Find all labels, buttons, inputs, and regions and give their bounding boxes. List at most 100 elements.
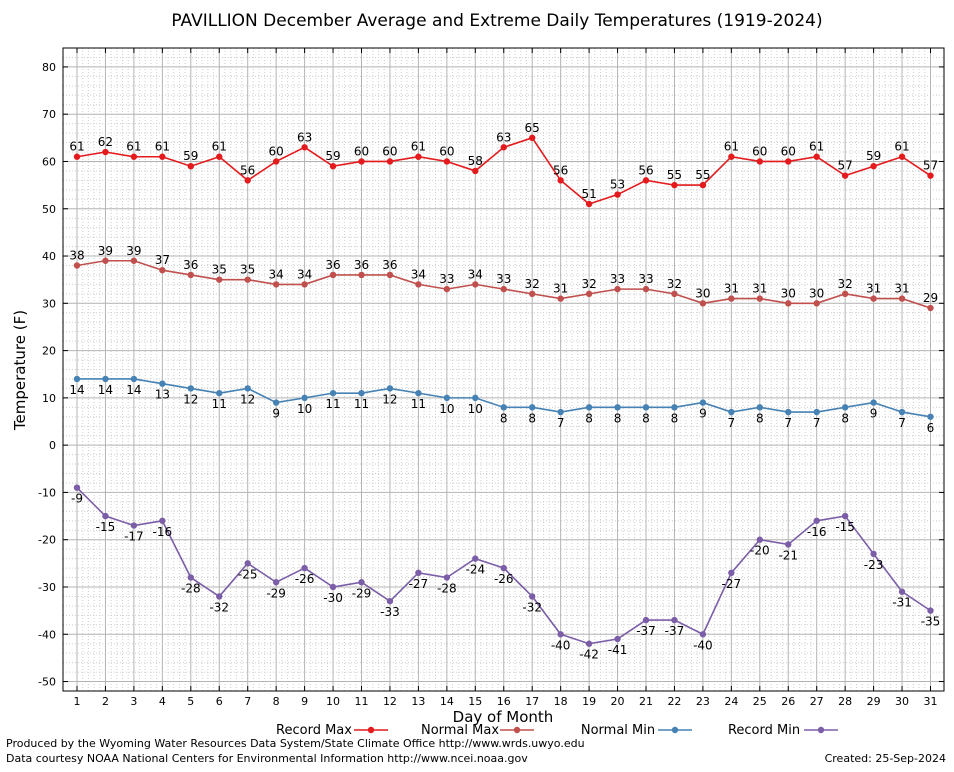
x-tick-label: 18 (554, 695, 568, 708)
normal-max-data-label: 39 (98, 244, 113, 258)
normal-min-point (159, 380, 166, 387)
x-tick-label: 20 (611, 695, 625, 708)
y-tick-label: -30 (38, 581, 56, 594)
normal-max-point (272, 281, 280, 288)
x-tick-label: 5 (187, 695, 194, 708)
record-max-point (500, 144, 507, 151)
record-max-data-label: 59 (325, 149, 340, 163)
legend-item-normal-max: Normal Max (421, 723, 534, 738)
record-max-data-label: 56 (240, 163, 255, 177)
normal-max-data-label: 32 (838, 277, 853, 291)
record-min-point (898, 588, 906, 595)
record-min-point (585, 640, 593, 647)
normal-min-point (244, 385, 251, 392)
normal-max-data-label: 30 (695, 286, 710, 300)
record-min-data-label: -16 (153, 525, 173, 539)
record-min-data-label: -32 (522, 600, 542, 614)
y-tick-label: 10 (42, 392, 56, 405)
normal-max-data-label: 31 (553, 282, 568, 296)
record-min-data-label: -26 (295, 572, 315, 586)
record-max-data-label: 60 (382, 144, 397, 158)
normal-min-point (927, 413, 934, 420)
record-max-data-label: 57 (838, 159, 853, 173)
normal-max-point (500, 285, 507, 293)
x-tick-label: 15 (468, 695, 482, 708)
record-min-point (642, 616, 650, 624)
normal-min-data-label: 7 (813, 416, 821, 430)
record-min-point (472, 555, 479, 562)
record-min-point (301, 564, 308, 572)
normal-min-point (585, 404, 593, 411)
normal-max-data-label: 35 (240, 263, 255, 277)
normal-min-data-label: 8 (528, 411, 536, 425)
record-max-point (614, 191, 621, 198)
x-axis: 1 2 3 4 5 6 7 8 9 10 11 12 13 14 15 16 17 18 19 20 21 22 23 24 2… (74, 48, 938, 708)
normal-min-data-label: 7 (784, 416, 792, 430)
normal-min-point (728, 408, 735, 416)
chart-title: PAVILLION December Average and Extreme D… (171, 11, 822, 31)
x-tick-label: 3 (130, 695, 137, 708)
record-min-data-label: -33 (380, 605, 400, 619)
record-max-point (785, 158, 792, 165)
record-max-data-label: 59 (183, 149, 198, 163)
x-tick-label: 2 (102, 695, 109, 708)
normal-min-point (415, 389, 422, 397)
normal-max-data-label: 33 (439, 272, 454, 286)
normal-max-data-label: 35 (212, 263, 227, 277)
normal-max-point (813, 300, 820, 307)
y-axis: -50 -40 -30 -20 -10 0 10 20 30 40 50 60 70 80 (38, 61, 944, 689)
record-min-data-label: -37 (636, 624, 656, 638)
x-tick-label: 10 (326, 695, 340, 708)
normal-max-point (671, 290, 678, 298)
normal-max-data-label: 34 (468, 267, 483, 281)
record-max-data-label: 59 (866, 149, 881, 163)
record-min-data-label: -37 (665, 624, 685, 638)
legend: Record Max Normal Max Normal Min Record Min (276, 723, 838, 738)
x-tick-label: 6 (216, 695, 223, 708)
record-max-data-label: 60 (269, 144, 284, 158)
record-min-point (813, 517, 820, 524)
normal-min-point (130, 375, 138, 383)
record-max-point (443, 158, 451, 165)
x-tick-label: 13 (411, 695, 425, 708)
normal-min-data-label: 8 (671, 411, 679, 425)
normal-max-point (699, 300, 707, 307)
record-min-data-label: -15 (835, 520, 855, 534)
normal-min-point (73, 375, 81, 383)
record-max-point (415, 153, 422, 160)
normal-min-data-label: 10 (439, 402, 454, 416)
normal-min-data-label: 12 (240, 392, 255, 406)
normal-max-data-label: 36 (354, 258, 369, 272)
record-max-data-label: 61 (126, 140, 141, 154)
normal-max-point (244, 276, 251, 283)
normal-max-data-label: 33 (496, 272, 511, 286)
x-axis-label: Day of Month (453, 708, 554, 726)
record-min-point (529, 593, 536, 600)
normal-max-point (756, 295, 763, 302)
record-min-point (671, 616, 678, 624)
normal-max-point (216, 276, 223, 283)
normal-min-point (785, 408, 792, 416)
record-min-data-label: -29 (266, 586, 286, 600)
record-max-data-label: 61 (155, 140, 170, 154)
record-min-point (443, 574, 451, 581)
record-min-data-label: -20 (750, 544, 770, 558)
record-max-point (870, 162, 877, 170)
record-min-point (785, 541, 792, 548)
record-min-point (614, 635, 621, 643)
record-max-data-label: 61 (894, 140, 909, 154)
record-min-data-label: -41 (608, 643, 628, 657)
normal-max-point (870, 295, 877, 302)
record-max-data-label: 62 (98, 135, 113, 149)
legend-item-record-max: Record Max (276, 723, 388, 738)
y-tick-label: -10 (38, 486, 56, 499)
y-tick-label: 40 (42, 250, 56, 263)
record-min-point (756, 536, 763, 543)
legend-marker-normal-max (513, 726, 521, 734)
minor-grid (63, 47, 944, 692)
record-min-data-label: -27 (409, 577, 429, 591)
normal-min-data-label: 8 (585, 411, 593, 425)
